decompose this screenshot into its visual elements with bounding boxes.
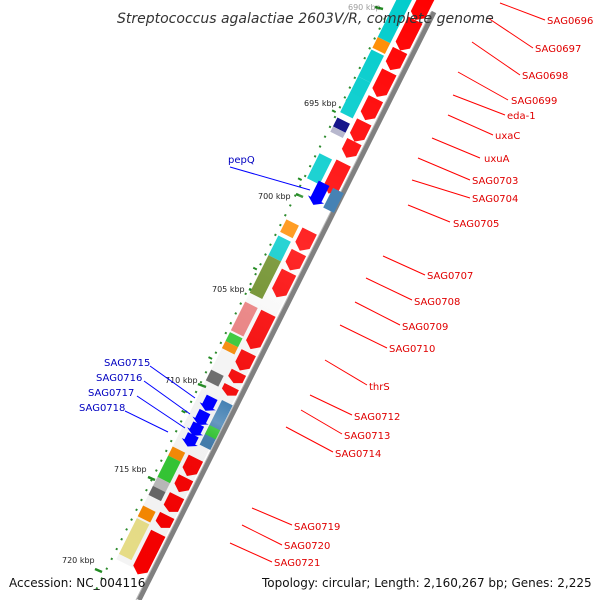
gene-label: SAG0714	[335, 449, 381, 460]
tick-mark	[94, 567, 103, 574]
gene-label: SAG0704	[472, 194, 518, 205]
gene-label: SAG0712	[354, 412, 400, 423]
gene-label: uxuA	[484, 154, 510, 165]
tick-label: 715 kbp	[114, 465, 147, 474]
genome-backbone	[135, 10, 437, 600]
gene-label: SAG0696	[547, 16, 593, 27]
gene-cluster-0715-0718	[181, 394, 233, 451]
pepq-gene	[308, 180, 344, 213]
topology-text: Topology: circular; Length: 2,160,267 bp…	[261, 576, 592, 590]
gene-label: SAG0718	[79, 403, 125, 414]
tick-label: 695 kbp	[304, 99, 337, 108]
tick-label: 720 kbp	[62, 556, 95, 565]
gene-label: SAG0708	[414, 297, 460, 308]
reverse-callouts	[124, 166, 311, 433]
gene-label: SAG0705	[453, 219, 499, 230]
gene-label: SAG0715	[104, 358, 150, 369]
tick-label: 710 kbp	[165, 376, 198, 385]
gene-label: SAG0720	[284, 541, 330, 552]
gene-label: SAG0719	[294, 522, 340, 533]
forward-callouts	[229, 2, 546, 563]
gene-label: SAG0710	[389, 344, 435, 355]
dotted-track	[95, 17, 386, 591]
gene-label: SAG0699	[511, 96, 557, 107]
cog-sheen	[116, 0, 438, 575]
reverse-strand-genes	[181, 180, 344, 451]
gene-label: uxaC	[495, 131, 520, 142]
genome-title: Streptococcus agalactiae 2603V/R, comple…	[117, 11, 494, 27]
gene-label: pepQ	[228, 155, 255, 166]
tick-layer: 690 kbp 695 kbp 700 kbp 705 kbp 710 kbp …	[62, 3, 384, 574]
gene-label: SAG0717	[88, 388, 134, 399]
tick-label: 705 kbp	[212, 285, 245, 294]
cog-blocks	[116, 0, 438, 575]
gene-label: SAG0709	[402, 322, 448, 333]
gene-label: eda-1	[507, 111, 536, 122]
gene-label: SAG0713	[344, 431, 390, 442]
forward-minor-ticks	[148, 109, 337, 480]
reverse-labels: pepQ SAG0715 SAG0716 SAG0717 SAG0718	[79, 155, 255, 414]
tick-label: 690 kbp	[348, 3, 381, 12]
tick-mark	[374, 5, 384, 11]
gene-label: SAG0716	[96, 373, 142, 384]
gene-label: SAG0698	[522, 71, 568, 82]
gene-label: thrS	[369, 382, 390, 393]
tick-label: 700 kbp	[258, 192, 291, 201]
gene-label: SAG0721	[274, 558, 320, 569]
forward-labels: SAG0696 SAG0697 SAG0698 SAG0699 eda-1 ux…	[274, 16, 593, 569]
gene-label: SAG0697	[535, 44, 581, 55]
gene-label: SAG0707	[427, 271, 473, 282]
accession-text: Accession: NC_004116	[9, 576, 145, 590]
gene-label: SAG0703	[472, 176, 518, 187]
